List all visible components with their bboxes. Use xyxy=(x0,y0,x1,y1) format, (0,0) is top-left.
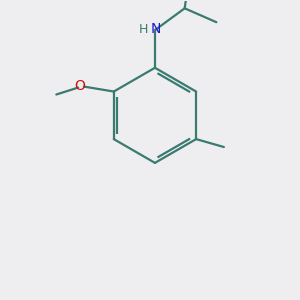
Text: H: H xyxy=(138,22,148,36)
Text: O: O xyxy=(75,79,86,93)
Text: N: N xyxy=(151,22,161,36)
